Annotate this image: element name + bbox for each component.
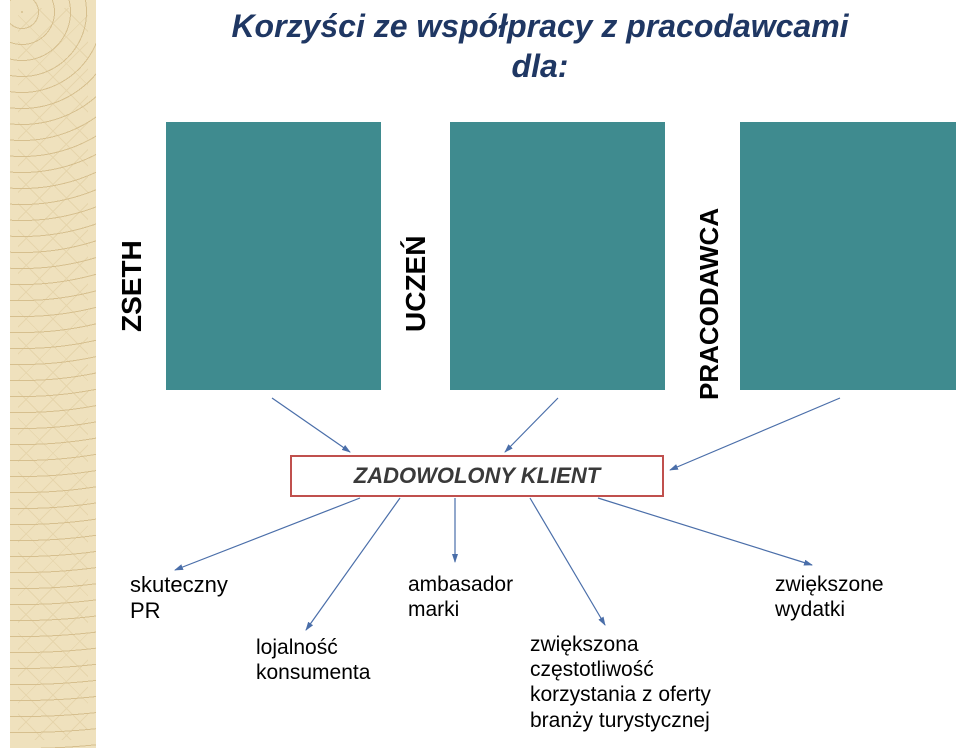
- text-pr: skutecznyPR: [130, 572, 228, 625]
- box-zseth: [166, 122, 381, 390]
- box-pracodawca: [740, 122, 956, 390]
- box-uczen: [450, 122, 665, 390]
- text-czestotliwosc: zwiększonaczęstotliwośćkorzystania z ofe…: [530, 632, 711, 733]
- title-line-2: dla:: [160, 48, 920, 85]
- slide: Korzyści ze współpracy z pracodawcami dl…: [0, 0, 960, 748]
- label-zseth: ZSETH: [116, 212, 148, 332]
- klient-box: ZADOWOLONY KLIENT: [290, 455, 664, 497]
- label-uczen: UCZEŃ: [400, 212, 432, 332]
- klient-text: ZADOWOLONY KLIENT: [354, 463, 600, 489]
- left-pattern: [10, 0, 96, 748]
- text-lojalnosc: lojalnośćkonsumenta: [256, 635, 370, 685]
- text-ambasador: ambasadormarki: [408, 572, 513, 622]
- text-wydatki: zwiększonewydatki: [775, 572, 884, 622]
- title-line-1: Korzyści ze współpracy z pracodawcami: [160, 8, 920, 45]
- label-pracodawca: PRACODAWCA: [694, 140, 725, 400]
